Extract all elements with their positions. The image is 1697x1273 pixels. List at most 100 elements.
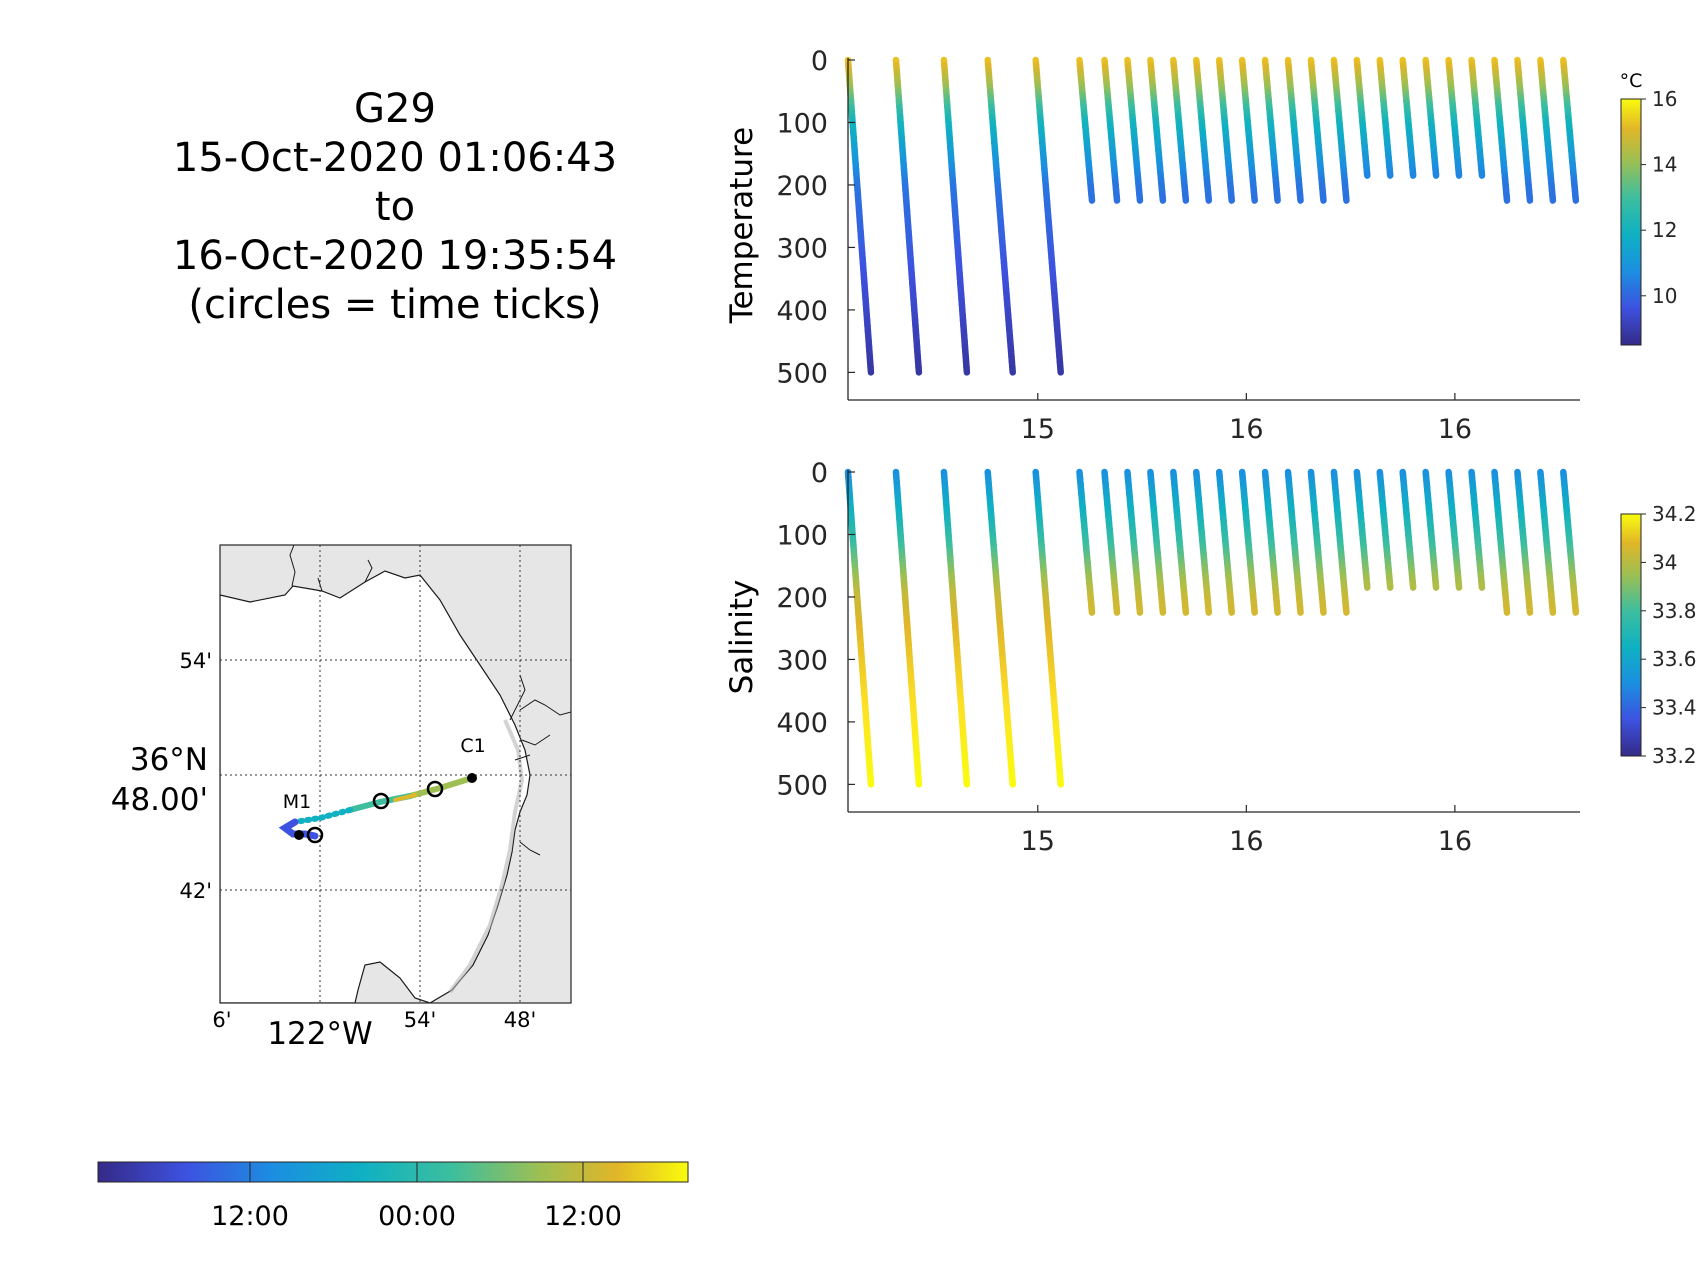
temperature-colorbar-tick-label: 10 [1652, 284, 1677, 308]
temperature-colorbar-tick-label: 16 [1652, 87, 1677, 111]
map-lon-tick-48: 48' [504, 1008, 537, 1032]
temperature-colorbar-gradient [1620, 98, 1642, 346]
salinity-axes: 0 100 200 300 400 500 15 16 16 [776, 458, 1580, 857]
temperature-colorbar-tick-label: 14 [1652, 153, 1677, 177]
temperature-profile-25 [1514, 56, 1534, 204]
salinity-plot: 0 100 200 300 400 500 15 16 16 Salinity 34.2 34 33… [724, 458, 1697, 857]
salinity-profile-10 [1170, 468, 1190, 616]
salinity-profile-15 [1284, 468, 1304, 616]
salinity-profile-6 [1076, 468, 1096, 616]
temperature-profile-12 [1215, 56, 1235, 204]
map-lat-tick-54: 54' [180, 649, 213, 673]
temperature-profile-26 [1537, 56, 1557, 204]
track-segment-late [407, 775, 475, 799]
temperature-profile-18 [1353, 56, 1371, 179]
map-river-east [509, 674, 571, 856]
temperature-x-tick-label: 16 [1438, 414, 1472, 445]
salinity-profile-24 [1491, 468, 1511, 616]
temperature-x-tick-label: 15 [1021, 414, 1055, 445]
temperature-profile-27 [1560, 56, 1580, 204]
temperature-ylabel: Temperature [724, 127, 760, 324]
temperature-profile-7 [1101, 56, 1121, 204]
salinity-colorbar-tick-label: 33.6 [1652, 647, 1697, 671]
salinity-x-tick-label: 16 [1438, 826, 1472, 857]
salinity-profile-21 [1422, 468, 1440, 591]
map-lat-tick-42: 42' [180, 879, 213, 903]
station-marker-m1 [294, 830, 304, 840]
map-lat-label-deg: 36°N [130, 742, 208, 778]
map-shore-fringe [448, 719, 525, 994]
map-bay-water [220, 570, 531, 1003]
salinity-colorbar-tick-label: 33.8 [1652, 599, 1697, 623]
temperature-y-tick-label: 0 [811, 46, 828, 77]
temperature-profile-13 [1238, 56, 1258, 204]
time-tick-circle [372, 792, 390, 810]
salinity-profile-26 [1537, 468, 1557, 616]
temperature-profile-8 [1124, 56, 1144, 204]
time-colorbar-tick-1: 12:00 [211, 1201, 289, 1232]
temperature-profile-14 [1261, 56, 1281, 204]
salinity-x-tick-label: 15 [1021, 826, 1055, 857]
title-line-1: G29 [354, 86, 436, 132]
salinity-profile-19 [1376, 468, 1394, 591]
time-colorbar-gradient [97, 1161, 689, 1183]
salinity-profile-14 [1261, 468, 1281, 616]
time-tick-circle [426, 780, 444, 798]
temperature-y-tick-label: 400 [776, 296, 828, 327]
map-river-north [289, 545, 373, 592]
temperature-profile-15 [1284, 56, 1304, 204]
salinity-y-tick-label: 500 [776, 770, 828, 801]
title-line-5: (circles = time ticks) [188, 282, 601, 328]
salinity-colorbar-tick-label: 34 [1652, 550, 1677, 574]
salinity-colorbar-tick-label: 34.2 [1652, 502, 1697, 526]
map-lat-label-min: 48.00' [111, 782, 208, 818]
temperature-profile-22 [1445, 56, 1463, 179]
temperature-profile-3 [940, 56, 971, 376]
map-lon-tick-54: 54' [404, 1008, 437, 1032]
salinity-y-tick-label: 300 [776, 645, 828, 676]
temperature-profile-4 [984, 56, 1017, 376]
temperature-profile-21 [1422, 56, 1440, 179]
temperature-profile-24 [1491, 56, 1511, 204]
salinity-profile-22 [1445, 468, 1463, 591]
salinity-profile-20 [1399, 468, 1417, 591]
salinity-colorbar-tick-label: 33.2 [1652, 744, 1697, 768]
salinity-y-tick-label: 200 [776, 583, 828, 614]
time-colorbar: 12:00 00:00 12:00 [97, 1161, 689, 1232]
salinity-y-tick-label: 400 [776, 708, 828, 739]
track-segment-yellow [393, 793, 417, 802]
track-segment-early [292, 807, 353, 825]
temperature-x-tick-label: 16 [1229, 414, 1263, 445]
salinity-x-tick-label: 16 [1229, 826, 1263, 857]
temperature-profile-10 [1170, 56, 1190, 204]
salinity-profile-8 [1124, 468, 1144, 616]
map-lon-label: 122°W [267, 1016, 372, 1052]
salinity-profile-2 [892, 468, 923, 788]
temperature-profile-23 [1468, 56, 1486, 179]
station-marker-c1 [467, 773, 477, 783]
temperature-y-tick-label: 200 [776, 171, 828, 202]
salinity-profile-4 [984, 468, 1017, 788]
salinity-profile-12 [1215, 468, 1235, 616]
salinity-profile-11 [1193, 468, 1213, 616]
temperature-profile-1 [844, 56, 875, 376]
salinity-profile-5 [1032, 468, 1064, 788]
temperature-profile-9 [1147, 56, 1167, 204]
title-line-3: to [375, 184, 415, 230]
temperature-profile-19 [1376, 56, 1394, 179]
salinity-colorbar: 34.2 34 33.8 33.6 33.4 33.2 [1620, 502, 1697, 768]
salinity-profile-1 [844, 468, 875, 788]
temperature-profile-6 [1076, 56, 1096, 204]
salinity-profiles [844, 468, 1580, 788]
temperature-colorbar-tick-label: 12 [1652, 218, 1677, 242]
map-lon-tick-6: 6' [212, 1008, 231, 1032]
salinity-profile-18 [1353, 468, 1371, 591]
time-colorbar-tick-3: 12:00 [544, 1201, 622, 1232]
salinity-profile-7 [1101, 468, 1121, 616]
temperature-y-tick-label: 500 [776, 358, 828, 389]
station-label-c1: C1 [460, 735, 485, 757]
temperature-profile-5 [1032, 56, 1064, 376]
salinity-colorbar-tick-label: 33.4 [1652, 696, 1697, 720]
salinity-profile-13 [1238, 468, 1258, 616]
